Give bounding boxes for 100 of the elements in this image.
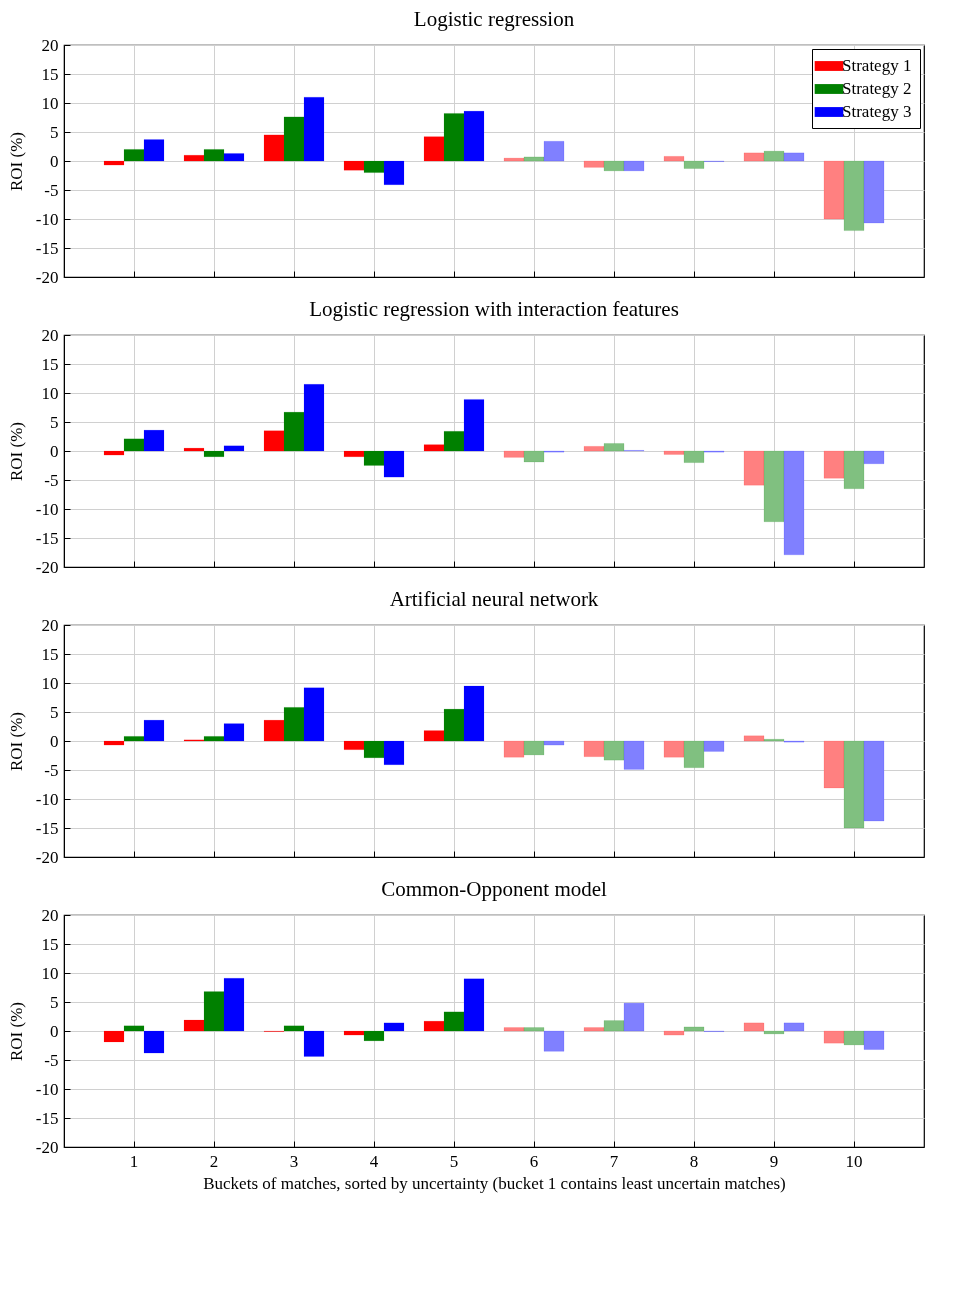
x-tick-label: 6	[529, 1151, 539, 1171]
bar	[443, 431, 465, 452]
y-tick-label: -20	[35, 847, 59, 867]
bar	[223, 445, 245, 452]
bar	[503, 1027, 525, 1032]
bar	[303, 96, 325, 162]
bar	[663, 1030, 685, 1036]
bar	[583, 446, 605, 452]
y-tick-label: -5	[44, 1050, 59, 1070]
x-tick-label: 7	[609, 1151, 619, 1171]
y-tick-label: 10	[41, 963, 59, 983]
bar	[763, 450, 785, 523]
bar	[383, 1022, 405, 1032]
bar	[623, 740, 645, 770]
bar	[343, 160, 365, 171]
y-tick-label: 15	[41, 354, 59, 374]
bar	[863, 450, 885, 465]
bar	[663, 740, 685, 758]
bar	[103, 740, 125, 746]
y-tick-label: -10	[35, 789, 59, 809]
bar	[123, 438, 145, 452]
y-tick-label: 15	[41, 934, 59, 954]
y-tick-label: -15	[35, 528, 59, 548]
bar	[683, 160, 705, 169]
y-tick-label: 20	[41, 615, 59, 635]
bar	[263, 719, 285, 742]
bar	[383, 740, 405, 766]
x-tick-label: 4	[369, 1151, 379, 1171]
bar	[863, 740, 885, 822]
chart-title: Logistic regression with interaction features	[309, 297, 679, 321]
y-tick-label: 20	[41, 35, 59, 55]
y-tick-label: -10	[35, 209, 59, 229]
bar	[763, 150, 785, 162]
legend-label: Strategy 2	[842, 79, 912, 98]
bar	[203, 991, 225, 1032]
bar	[763, 1030, 785, 1035]
y-tick-label: -15	[35, 818, 59, 838]
y-tick-label: 10	[41, 383, 59, 403]
bar	[363, 160, 385, 173]
bar	[183, 447, 205, 452]
chart-title: Artificial neural network	[389, 587, 599, 611]
x-tick-label: 3	[289, 1151, 299, 1171]
y-tick-label: -5	[44, 470, 59, 490]
bar	[123, 736, 145, 742]
bar	[343, 740, 365, 750]
legend-label: Strategy 3	[842, 102, 912, 121]
bar	[823, 740, 845, 789]
bar	[843, 160, 865, 231]
x-tick-label: 2	[209, 1151, 219, 1171]
y-tick-label: -20	[35, 267, 59, 287]
bar	[783, 152, 805, 162]
bar	[423, 444, 445, 452]
bar	[603, 160, 625, 172]
bar	[623, 1002, 645, 1032]
bar	[123, 149, 145, 162]
bar	[503, 450, 525, 458]
y-tick-label: 15	[41, 644, 59, 664]
x-tick-label: 8	[689, 1151, 699, 1171]
bar	[523, 740, 545, 756]
y-axis-title: ROI (%)	[6, 421, 26, 482]
bar	[303, 1030, 325, 1057]
y-tick-label: 15	[41, 64, 59, 84]
y-tick-label: 20	[41, 325, 59, 345]
bar	[743, 450, 765, 486]
x-tick-label: 5	[449, 1151, 459, 1171]
bar	[683, 1026, 705, 1032]
x-tick-label: 9	[769, 1151, 779, 1171]
bar	[743, 1022, 765, 1032]
legend-label: Strategy 1	[842, 56, 912, 75]
bar	[823, 450, 845, 479]
bar	[543, 1030, 565, 1052]
bar	[143, 719, 165, 742]
bar	[583, 740, 605, 757]
bar	[223, 723, 245, 742]
y-tick-label: -5	[44, 760, 59, 780]
bar	[863, 160, 885, 224]
bar	[783, 1022, 805, 1032]
bar	[683, 450, 705, 463]
y-tick-label: -15	[35, 1108, 59, 1128]
chart-title: Logistic regression	[413, 7, 575, 31]
y-tick-label: 5	[50, 412, 59, 432]
y-tick-label: -20	[35, 1137, 59, 1157]
bar	[303, 687, 325, 742]
bar	[143, 1030, 165, 1054]
bar	[543, 740, 565, 746]
bar	[103, 450, 125, 456]
chart-title: Common-Opponent model	[381, 877, 608, 901]
bar	[463, 685, 485, 742]
y-tick-label: 0	[50, 731, 59, 751]
bar	[623, 160, 645, 172]
bar	[103, 160, 125, 166]
bar	[543, 141, 565, 162]
bar	[863, 1030, 885, 1050]
bar	[143, 429, 165, 452]
y-tick-label: 10	[41, 673, 59, 693]
bar	[843, 1030, 865, 1046]
x-tick-label: 10	[845, 1151, 863, 1171]
bar	[683, 740, 705, 768]
bar	[523, 450, 545, 463]
bar	[443, 1011, 465, 1032]
